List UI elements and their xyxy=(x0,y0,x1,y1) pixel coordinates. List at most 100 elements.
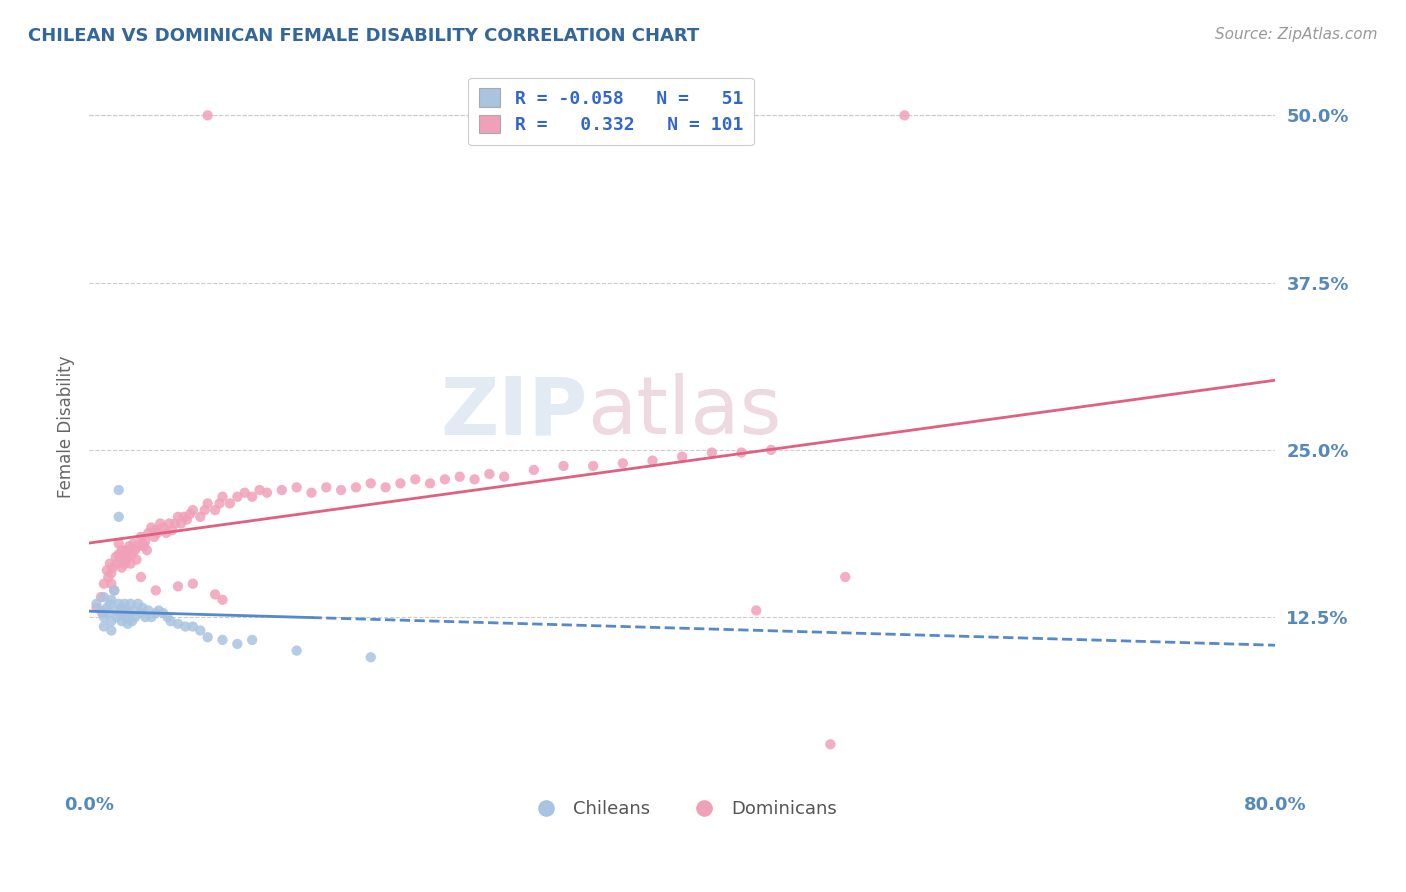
Point xyxy=(226,490,249,504)
Point xyxy=(820,737,842,751)
Point xyxy=(117,547,139,561)
Point xyxy=(240,490,263,504)
Point xyxy=(155,525,177,540)
Point xyxy=(285,480,308,494)
Text: ZIP: ZIP xyxy=(440,373,588,451)
Point xyxy=(270,483,292,497)
Text: Source: ZipAtlas.com: Source: ZipAtlas.com xyxy=(1215,27,1378,42)
Point xyxy=(301,485,323,500)
Point xyxy=(93,576,115,591)
Point xyxy=(211,592,233,607)
Point xyxy=(433,472,456,486)
Point xyxy=(170,516,193,531)
Point xyxy=(107,547,129,561)
Point xyxy=(179,507,201,521)
Point xyxy=(389,476,412,491)
Point xyxy=(233,485,256,500)
Point xyxy=(145,606,167,620)
Point xyxy=(103,583,125,598)
Point xyxy=(641,453,664,467)
Point xyxy=(96,563,118,577)
Point xyxy=(167,509,190,524)
Point xyxy=(152,520,174,534)
Point xyxy=(121,547,143,561)
Point xyxy=(194,503,217,517)
Point xyxy=(188,624,211,638)
Point xyxy=(132,539,155,553)
Point xyxy=(129,570,152,584)
Point xyxy=(893,108,915,122)
Point xyxy=(745,603,768,617)
Point xyxy=(104,549,127,564)
Point xyxy=(124,610,146,624)
Point xyxy=(118,606,141,620)
Point xyxy=(129,606,152,620)
Point xyxy=(122,603,145,617)
Point xyxy=(86,597,108,611)
Point xyxy=(111,560,134,574)
Point xyxy=(145,583,167,598)
Point xyxy=(730,445,752,459)
Point xyxy=(97,570,120,584)
Point xyxy=(138,603,160,617)
Point xyxy=(159,614,181,628)
Point xyxy=(111,543,134,558)
Point xyxy=(149,516,172,531)
Point xyxy=(107,509,129,524)
Point xyxy=(478,467,501,481)
Point xyxy=(208,496,231,510)
Point xyxy=(174,619,197,633)
Point xyxy=(101,560,124,574)
Point xyxy=(105,610,128,624)
Point xyxy=(165,516,187,531)
Point xyxy=(111,600,134,615)
Point xyxy=(115,603,138,617)
Point xyxy=(167,616,190,631)
Point xyxy=(127,597,149,611)
Point xyxy=(523,463,546,477)
Y-axis label: Female Disability: Female Disability xyxy=(58,355,75,498)
Point xyxy=(86,600,108,615)
Point xyxy=(152,606,174,620)
Point xyxy=(181,503,204,517)
Point xyxy=(98,597,121,611)
Point xyxy=(131,600,153,615)
Point xyxy=(134,533,156,548)
Point xyxy=(115,552,138,566)
Point xyxy=(104,603,127,617)
Point xyxy=(160,523,183,537)
Point xyxy=(700,445,723,459)
Point xyxy=(181,619,204,633)
Point xyxy=(93,590,115,604)
Point xyxy=(120,597,142,611)
Point xyxy=(330,483,353,497)
Text: CHILEAN VS DOMINICAN FEMALE DISABILITY CORRELATION CHART: CHILEAN VS DOMINICAN FEMALE DISABILITY C… xyxy=(28,27,699,45)
Point xyxy=(98,557,121,571)
Point xyxy=(553,458,575,473)
Point xyxy=(315,480,337,494)
Point xyxy=(197,108,219,122)
Point xyxy=(173,509,195,524)
Point xyxy=(582,458,605,473)
Point xyxy=(118,539,141,553)
Point xyxy=(197,630,219,644)
Point xyxy=(360,650,382,665)
Point xyxy=(285,643,308,657)
Point xyxy=(146,525,169,540)
Point xyxy=(97,606,120,620)
Point xyxy=(120,557,142,571)
Point xyxy=(103,583,125,598)
Point xyxy=(90,590,112,604)
Point xyxy=(115,543,138,558)
Point xyxy=(115,610,138,624)
Point xyxy=(834,570,856,584)
Point xyxy=(449,469,471,483)
Point xyxy=(249,483,271,497)
Point xyxy=(494,469,516,483)
Point xyxy=(374,480,396,494)
Point xyxy=(167,579,190,593)
Point xyxy=(96,600,118,615)
Point xyxy=(131,536,153,550)
Point xyxy=(211,632,233,647)
Point xyxy=(122,536,145,550)
